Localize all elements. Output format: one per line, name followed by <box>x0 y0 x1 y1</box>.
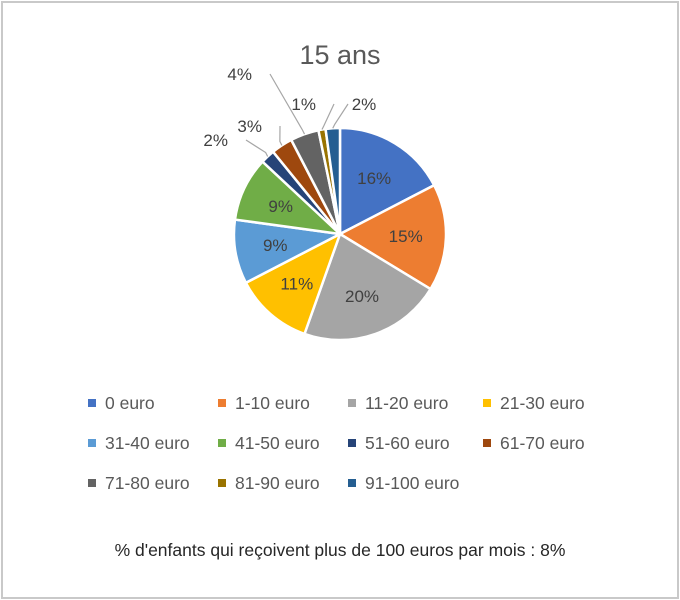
chart-legend: 0 euro 1-10 euro 11-20 euro 21-30 euro 31-40… <box>88 392 613 494</box>
legend-swatch <box>88 439 96 447</box>
leader-line <box>321 103 335 130</box>
legend-label: 1-10 euro <box>235 392 310 413</box>
legend-label: 0 euro <box>105 392 155 413</box>
legend-swatch <box>218 439 226 447</box>
legend-item: 11-20 euro <box>348 392 483 414</box>
legend-item: 1-10 euro <box>218 392 348 414</box>
data-label-21-30-euro: 11% <box>280 275 313 294</box>
legend-swatch <box>218 479 226 487</box>
leader-line <box>245 139 269 157</box>
legend-label: 11-20 euro <box>365 392 449 413</box>
leader-line <box>269 73 306 135</box>
data-label-51-60-euro: 2% <box>203 131 228 150</box>
data-label-71-80-euro: 4% <box>227 65 252 84</box>
data-label-31-40-euro: 9% <box>263 236 288 255</box>
data-label-1-10-euro: 15% <box>389 227 423 246</box>
legend-swatch <box>218 399 226 407</box>
chart-title: 15 ans <box>299 40 381 70</box>
legend-label: 81-90 euro <box>235 472 320 493</box>
legend-swatch <box>348 439 356 447</box>
legend-label: 61-70 euro <box>500 432 585 453</box>
legend-swatch <box>88 479 96 487</box>
legend-label: 91-100 euro <box>365 472 460 493</box>
data-label-91-100-euro: 2% <box>352 95 377 114</box>
legend-label: 21-30 euro <box>500 392 585 413</box>
data-label-11-20-euro: 20% <box>345 287 379 306</box>
legend-swatch <box>483 439 491 447</box>
legend-item: 41-50 euro <box>218 432 348 454</box>
legend-item: 61-70 euro <box>483 432 613 454</box>
pie-slice-1-10-euro <box>337 183 448 291</box>
data-label-81-90-euro: 1% <box>291 95 316 114</box>
pie-slice-11-20-euro <box>302 232 433 342</box>
chart-footnote: % d'enfants qui reçoivent plus de 100 eu… <box>114 540 566 560</box>
legend-label: 71-80 euro <box>105 472 190 493</box>
legend-item: 31-40 euro <box>88 432 218 454</box>
data-label-61-70-euro: 3% <box>237 117 262 136</box>
legend-swatch <box>483 399 491 407</box>
legend-item: 81-90 euro <box>218 472 348 494</box>
legend-swatch <box>88 399 96 407</box>
pie-slice-21-30-euro <box>244 231 343 336</box>
legend-item: 71-80 euro <box>88 472 218 494</box>
legend-swatch <box>348 399 356 407</box>
leader-line <box>279 125 283 146</box>
legend-label: 51-60 euro <box>365 432 450 453</box>
legend-item: 21-30 euro <box>483 392 613 414</box>
data-label-0-euro: 16% <box>357 169 391 188</box>
data-label-41-50-euro: 9% <box>268 197 293 216</box>
legend-item: 51-60 euro <box>348 432 483 454</box>
legend-item: 91-100 euro <box>348 472 483 494</box>
legend-item: 0 euro <box>88 392 218 414</box>
legend-swatch <box>348 479 356 487</box>
leader-line <box>332 103 349 129</box>
pie-slice-0-euro <box>338 126 436 237</box>
legend-label: 41-50 euro <box>235 432 320 453</box>
legend-label: 31-40 euro <box>105 432 190 453</box>
